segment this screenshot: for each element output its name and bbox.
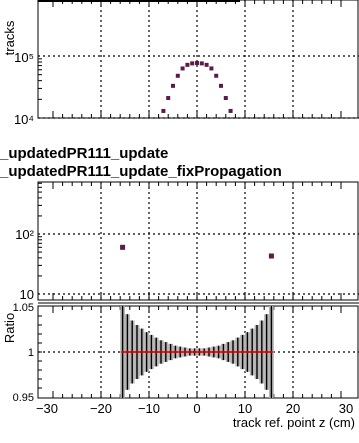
middle-frame	[37, 181, 359, 301]
upper-ylabel: tracks	[2, 20, 17, 55]
ratio-ytick-label-1: 1	[28, 347, 34, 359]
middle-ytick-label-0: 10²	[15, 227, 34, 242]
ratio-ytick-label-0: 1.05	[13, 302, 34, 314]
ratio-xtick-label-3: 0	[193, 401, 200, 416]
ratio-xtick-label-0: −30	[36, 401, 58, 416]
ratio-data-point	[130, 350, 134, 354]
upper-frame	[37, 0, 359, 119]
ratio-xtick-label-2: −10	[138, 401, 160, 416]
ratio-data-point	[174, 350, 177, 354]
ratio-data-point	[217, 350, 221, 354]
ratio-data-point	[270, 350, 273, 354]
ratio-data-point	[212, 350, 216, 354]
upper-ytick-label-0: 10⁵	[14, 50, 34, 65]
ratio-data-point	[159, 350, 163, 354]
middle-ytick-label-1: 10	[20, 287, 34, 302]
ratio-data-point	[145, 350, 149, 354]
upper-panel: 10⁵ 10⁴ tracks	[2, 0, 359, 127]
middle-data-point-0	[120, 244, 126, 250]
ratio-data-point	[207, 350, 211, 354]
upper-data-point	[204, 62, 209, 67]
upper-data-point	[190, 61, 195, 66]
upper-data-point	[166, 96, 171, 101]
ratio-data-point	[202, 350, 206, 354]
upper-data-point	[199, 61, 204, 66]
upper-ytick-label-1: 10⁴	[14, 112, 34, 127]
ratio-data-point	[250, 350, 254, 354]
upper-data-point	[171, 83, 175, 88]
ratio-data-point	[183, 350, 187, 354]
upper-data-point	[175, 73, 180, 78]
legend: _updatedPR111_update _updatedPR111_updat…	[0, 145, 359, 181]
legend-entry-1: _updatedPR111_update	[0, 145, 169, 162]
ratio-data-point	[193, 350, 197, 354]
ratio-data-point	[241, 350, 245, 354]
ratio-data-point	[255, 350, 259, 354]
ratio-data-point	[150, 350, 153, 354]
ratio-data-point	[154, 350, 158, 354]
ratio-xtick-label-5: 20	[286, 401, 300, 416]
ratio-data-point	[169, 350, 173, 354]
ratio-data-point	[265, 350, 268, 354]
middle-data-point-1	[268, 253, 274, 259]
upper-data-point	[161, 108, 166, 113]
ratio-data-point	[126, 350, 129, 354]
ratio-data-point	[188, 350, 192, 354]
ratio-ylabel: Ratio	[2, 313, 17, 343]
ratio-data-point	[231, 350, 235, 354]
ratio-data-point	[198, 350, 201, 354]
ratio-data-point	[246, 350, 249, 354]
ratio-xlabel: track ref. point z (cm)	[233, 415, 355, 430]
legend-entry-2: _updatedPR111_update_fixPropagation	[0, 163, 282, 180]
ratio-data-point	[164, 350, 168, 354]
ratio-data-point	[178, 350, 182, 354]
ratio-data-point	[121, 350, 124, 354]
upper-data-point	[223, 96, 228, 101]
ratio-data-point	[226, 350, 230, 354]
ratio-ytick-label-2: 0.95	[13, 392, 34, 404]
upper-data-point	[209, 66, 214, 71]
ratio-data-point	[222, 350, 225, 354]
ratio-xtick-label-4: 10	[238, 401, 252, 416]
ratio-data-point	[140, 350, 144, 354]
ratio-xtick-label-1: −20	[90, 401, 112, 416]
ratio-data-point	[135, 350, 139, 354]
ratio-data-point	[236, 350, 240, 354]
upper-data-point	[228, 108, 233, 113]
ratio-data-point	[260, 350, 264, 354]
upper-data-point	[195, 61, 199, 66]
upper-data-point	[214, 73, 219, 78]
upper-data-point	[219, 83, 223, 88]
upper-data-point	[185, 62, 190, 67]
middle-panel: 10² 10	[15, 181, 359, 302]
ratio-xtick-label-6: 30	[339, 401, 353, 416]
upper-data-point	[180, 66, 185, 71]
